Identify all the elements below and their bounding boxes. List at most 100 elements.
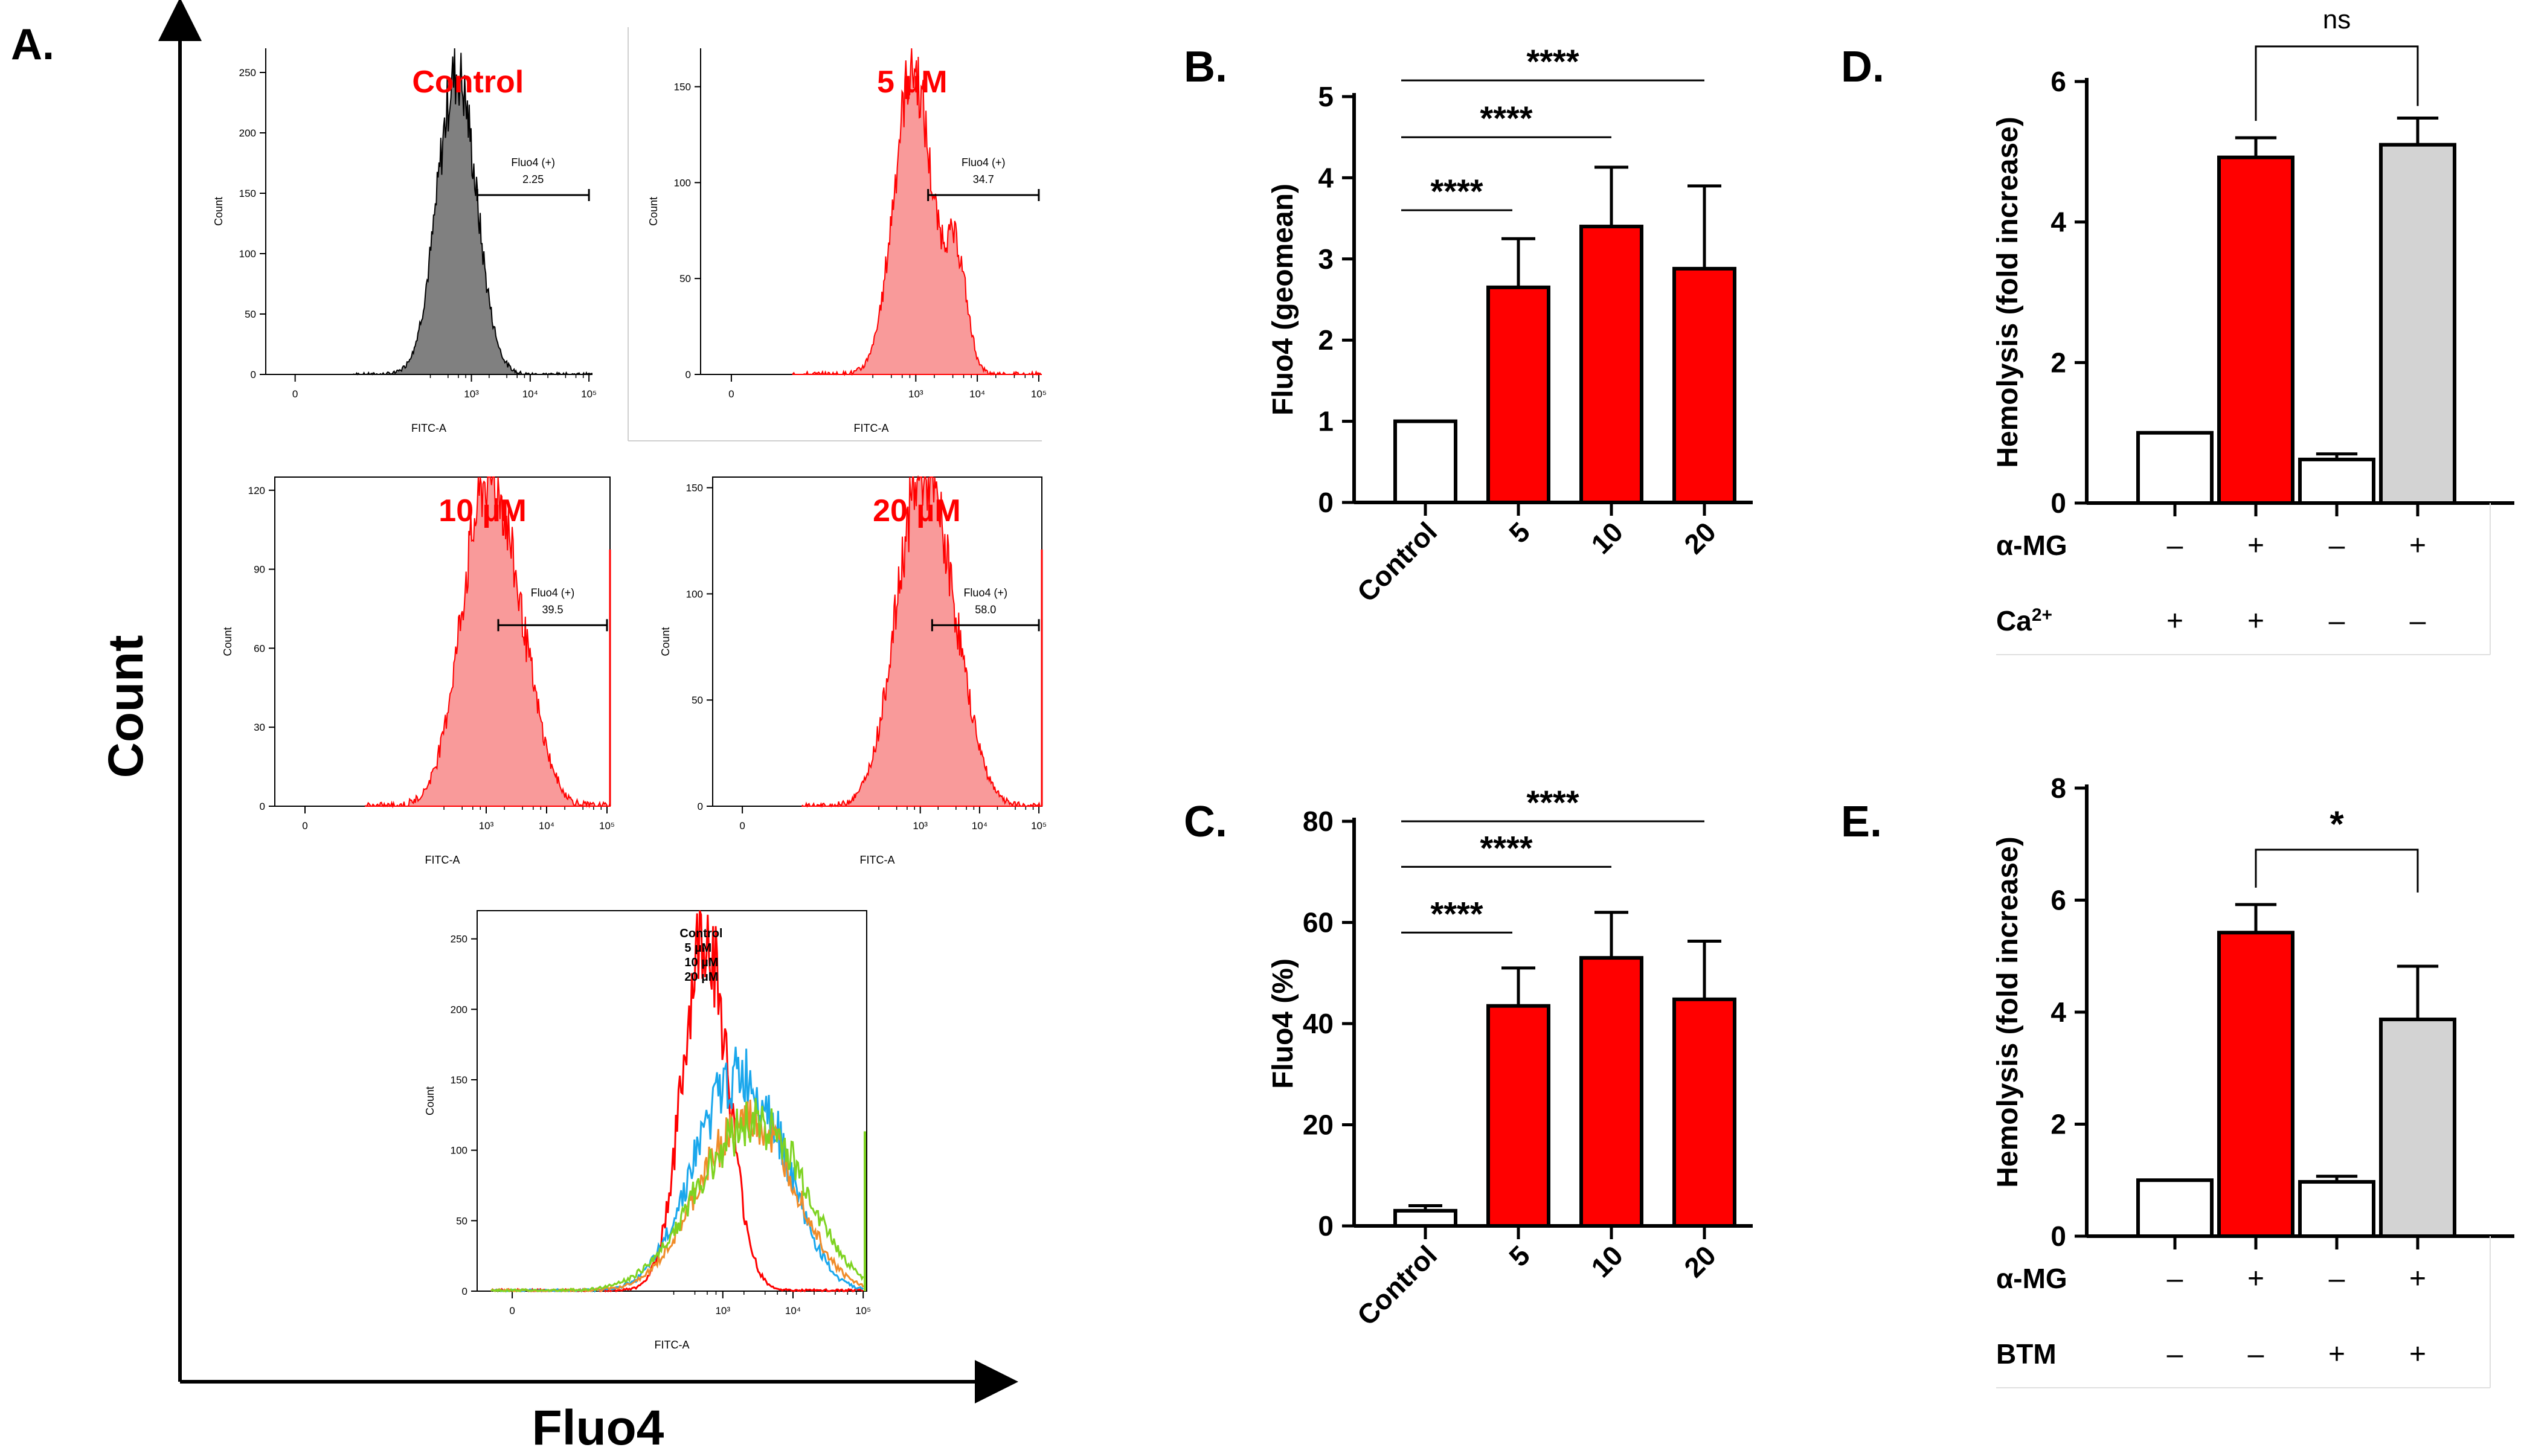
x-tick-label: 0	[302, 820, 307, 832]
histogram-A-5uM: 0 50 100 150 Count 0 10³ 10⁴ 10⁵ FITC-A Fluo4 (+) 3…	[628, 27, 1047, 441]
significance-label: ****	[1526, 783, 1579, 821]
x-tick-label: 10⁵	[1031, 388, 1047, 400]
histogram-A-20uM: 0 50 100 150 Count 0 10³ 10⁴ 10⁵ FITC-A Fluo4 (+) 5…	[660, 475, 1047, 866]
x-tick-label: Control	[1351, 516, 1443, 608]
condition-sign: +	[2328, 1338, 2345, 1370]
y-tick-label: 150	[674, 82, 691, 93]
panel-a-label: A.	[11, 21, 54, 69]
condition-sign: +	[2409, 530, 2426, 562]
x-tick-label: 20	[1678, 516, 1722, 560]
condition-label-superscript: 2+	[2032, 605, 2052, 625]
condition-sign: +	[2166, 605, 2183, 637]
y-tick-label: 2	[2050, 347, 2066, 378]
condition-label: α-MG	[1996, 530, 2067, 561]
y-axis-label: Hemolysis (fold increase)	[1992, 117, 2024, 468]
y-tick-label: 2	[1318, 324, 1334, 356]
y-tick-label: 60	[1303, 907, 1334, 938]
y-axis-label: Count	[222, 627, 234, 656]
x-tick-label: 10⁵	[599, 820, 615, 832]
overlay-series-3	[490, 1097, 864, 1293]
x-tick-label: 10⁴	[539, 820, 554, 832]
y-tick-label: 4	[1318, 162, 1334, 193]
bar-3	[2379, 143, 2456, 505]
y-axis-label: Fluo4 (%)	[1267, 958, 1299, 1089]
histogram-title: 10 µM	[438, 493, 527, 528]
x-tick-label: 10⁴	[522, 388, 538, 400]
y-tick-label: 120	[248, 485, 265, 496]
x-tick-label: 20	[1678, 1239, 1722, 1283]
y-tick-label: 0	[251, 369, 256, 380]
y-tick-label: 4	[2050, 996, 2066, 1028]
condition-label: BTM	[1996, 1338, 2057, 1370]
bar-0	[1393, 419, 1457, 504]
x-tick-label: 10⁴	[969, 388, 985, 400]
y-tick-label: 100	[686, 588, 703, 600]
y-tick-label: 0	[2050, 1220, 2066, 1252]
y-tick-label: 0	[686, 369, 691, 380]
y-tick-label: 90	[254, 564, 265, 576]
y-tick-label: 100	[451, 1145, 467, 1156]
gate-label: Fluo4 (+)	[962, 156, 1006, 168]
condition-sign: –	[2248, 1338, 2264, 1370]
condition-sign: –	[2410, 605, 2426, 637]
y-axis-label: Count	[660, 627, 672, 656]
histogram-title: 20 µM	[873, 493, 961, 528]
x-tick-label: 10³	[479, 820, 494, 832]
legend-entry: 5 µM	[684, 941, 711, 955]
y-tick-label: 50	[456, 1215, 467, 1227]
x-tick-label: 0	[739, 820, 745, 832]
significance-bracket	[2255, 848, 2419, 893]
significance-label: *	[2330, 804, 2344, 844]
y-tick-label: 40	[1303, 1008, 1334, 1039]
bar-chart-D: 0 2 4 6 Hemolysis (fold increase) α-MG – + – + Ca2…	[1992, 5, 2514, 655]
y-axis-label: Count	[647, 197, 660, 226]
x-tick-label: 5	[1503, 516, 1536, 549]
y-tick-label: 0	[1318, 1210, 1334, 1242]
x-axis-label: FITC-A	[854, 422, 889, 434]
y-tick-label: 200	[239, 127, 256, 139]
gate-label: Fluo4 (+)	[531, 586, 575, 598]
bar-1	[2217, 931, 2294, 1239]
condition-sign: +	[2409, 1263, 2426, 1295]
y-axis-label: Fluo4 (geomean)	[1267, 184, 1299, 415]
histogram-curve	[365, 476, 611, 809]
gate-value: 2.25	[522, 173, 544, 185]
y-tick-label: 20	[1303, 1109, 1334, 1141]
y-tick-label: 0	[1318, 487, 1334, 518]
histogram-A-control: 0 50 100 150 200 250 Count 0 10³ 10⁴ 10⁵ FITC-A Fluo…	[213, 48, 597, 434]
condition-table: α-MG – + – + Ca2+ + + – –	[1996, 503, 2491, 655]
x-tick-label: 0	[728, 388, 734, 400]
x-tick-label: 10⁴	[785, 1305, 801, 1316]
x-axis-label: FITC-A	[425, 854, 460, 866]
bar-2	[1579, 225, 1643, 504]
histogram-curve	[800, 475, 1042, 808]
x-tick-label: 10⁵	[855, 1305, 871, 1316]
y-tick-label: 30	[254, 722, 265, 733]
x-tick-label: 10⁵	[581, 388, 597, 400]
x-tick-label: 10	[1585, 516, 1629, 560]
bar-1	[1486, 285, 1550, 504]
y-tick-label: 6	[2050, 885, 2066, 916]
y-axis-label: Count	[424, 1086, 436, 1115]
x-axis-label: FITC-A	[655, 1339, 690, 1351]
significance-label: ****	[1430, 894, 1483, 932]
bar-0	[2136, 1178, 2214, 1238]
legend-entry: 20 µM	[684, 970, 718, 984]
outer-y-label: Count	[98, 635, 153, 778]
y-tick-label: 250	[451, 934, 467, 945]
y-tick-label: 150	[451, 1074, 467, 1086]
histogram-curve	[792, 48, 1042, 376]
condition-sign: +	[2247, 605, 2264, 637]
y-tick-label: 50	[692, 694, 703, 706]
condition-sign: –	[2167, 1338, 2183, 1370]
x-tick-label: Control	[1351, 1239, 1443, 1331]
y-tick-label: 3	[1318, 243, 1334, 275]
condition-label: α-MG	[1996, 1263, 2067, 1294]
gate-value: 39.5	[542, 603, 563, 615]
gate-label: Fluo4 (+)	[963, 586, 1007, 598]
condition-sign: –	[2329, 530, 2345, 562]
histogram-A-10uM: 0 30 60 90 120 Count 0 10³ 10⁴ 10⁵ FITC-A Fluo4 (+)…	[222, 476, 615, 866]
y-tick-label: 60	[254, 643, 265, 654]
